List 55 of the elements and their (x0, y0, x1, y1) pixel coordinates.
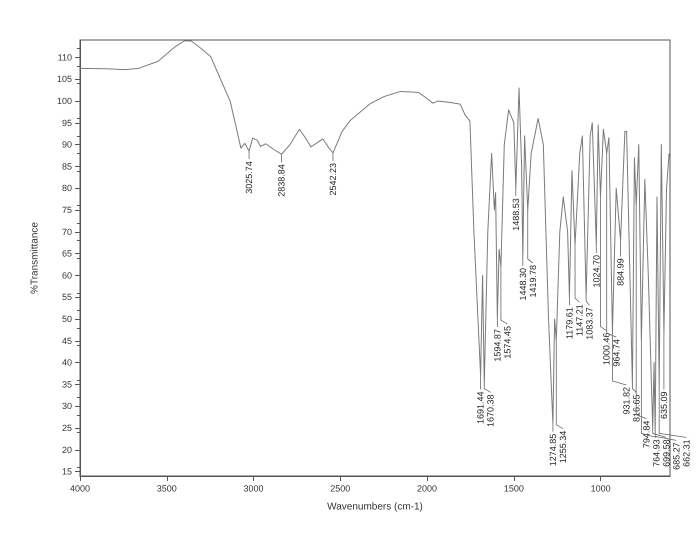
y-tick-label: 100 (56, 96, 72, 106)
y-tick-label: 110 (58, 52, 72, 62)
y-tick-label: 90 (62, 140, 72, 150)
y-tick-label: 35 (62, 379, 72, 390)
y-tick-label: 20 (62, 444, 72, 455)
annotation: 964.74 (611, 339, 622, 367)
y-tick-label: 65 (62, 248, 72, 259)
x-tick-label: 2500 (330, 484, 350, 494)
y-tick-label: 95 (62, 118, 72, 128)
y-tick-label: 45 (62, 336, 72, 346)
annotation: 794.84 (641, 420, 652, 448)
annotation: 699.58 (661, 439, 672, 467)
annotation: 1448.30 (518, 268, 528, 301)
annotation: 1147.21 (574, 304, 584, 336)
annotation: 1274.85 (548, 434, 558, 466)
annotation: 1419.78 (528, 265, 538, 298)
annotation: 1488.53 (510, 198, 521, 231)
y-tick-label: 70 (62, 226, 72, 237)
annotation: 1691.44 (476, 391, 486, 424)
x-axis-title: Wavenumbers (cm-1) (327, 502, 423, 512)
annotation: 764.93 (651, 439, 662, 467)
y-tick-label: 25 (62, 423, 72, 434)
x-tick-label: 1500 (504, 484, 524, 494)
y-tick-label: 75 (62, 205, 72, 216)
x-tick-label: 3500 (156, 484, 177, 494)
annotation: 1179.61 (564, 307, 574, 340)
y-tick-label: 60 (62, 270, 72, 280)
annotation: 1083.37 (584, 307, 594, 340)
y-tick-label: 85 (62, 161, 72, 172)
x-tick-label: 2000 (417, 484, 438, 494)
annotation: 685.27 (671, 442, 682, 470)
y-tick-label: 105 (56, 74, 72, 84)
y-tick-label: 80 (62, 183, 72, 194)
annotation: 931.82 (621, 386, 632, 414)
y-tick-label: 55 (62, 292, 72, 302)
x-tick-label: 4000 (70, 484, 90, 494)
annotation: 1670.38 (486, 394, 496, 427)
y-tick-label: 40 (62, 358, 72, 368)
annotation: 884.99 (616, 258, 626, 286)
annotation: 635.09 (658, 391, 669, 419)
annotation: 2838.84 (276, 164, 286, 197)
y-tick-label: 50 (62, 314, 72, 324)
y-tick-label: 30 (62, 401, 72, 412)
annotation: 1024.70 (591, 254, 602, 288)
annotation: 1000.46 (601, 332, 612, 366)
annotation: 662.31 (681, 439, 692, 467)
annotation: 1574.45 (502, 326, 512, 359)
annotation: 3025.74 (244, 161, 254, 194)
y-axis-title: %Transmittance (30, 222, 40, 294)
annotation: 2542.23 (328, 162, 338, 196)
annotation: 1594.87 (492, 329, 502, 362)
x-tick-label: 3000 (244, 484, 264, 494)
x-tick-label: 1000 (590, 484, 611, 494)
y-tick-label: 15 (62, 466, 72, 477)
annotation: 1255.34 (558, 430, 568, 464)
